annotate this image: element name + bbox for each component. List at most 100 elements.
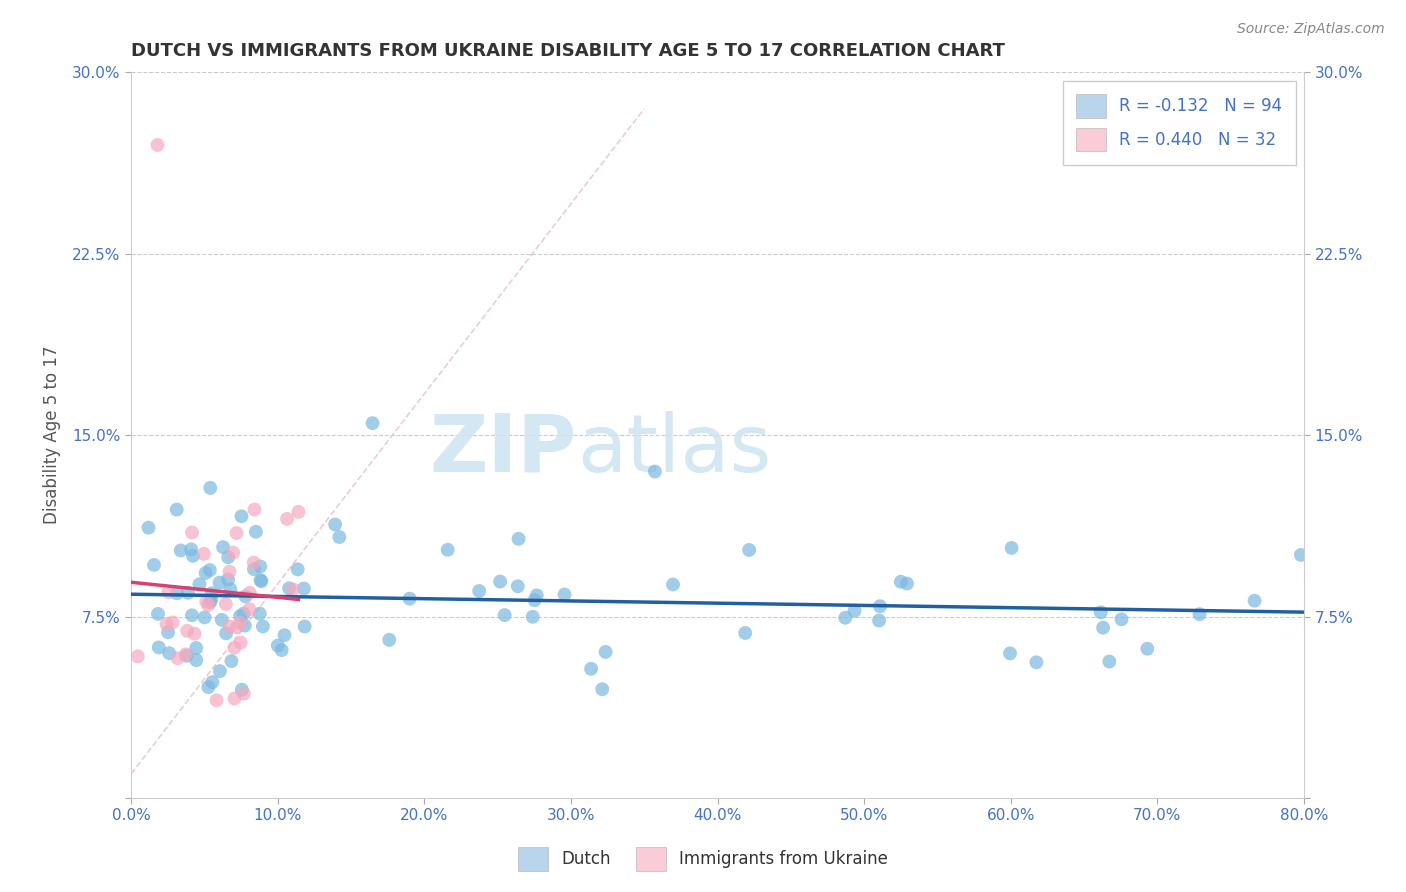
- Text: ZIP: ZIP: [430, 410, 576, 489]
- Point: [278, 582, 301, 596]
- Point: [1188, 607, 1211, 622]
- Point: [1111, 612, 1133, 626]
- Point: [225, 620, 247, 634]
- Point: [869, 599, 891, 614]
- Point: [494, 608, 516, 623]
- Point: [148, 640, 170, 655]
- Point: [250, 574, 273, 589]
- Point: [219, 582, 242, 597]
- Point: [218, 565, 240, 579]
- Point: [554, 588, 576, 602]
- Point: [127, 649, 149, 664]
- Point: [166, 651, 188, 665]
- Point: [215, 626, 238, 640]
- Point: [146, 607, 169, 621]
- Point: [186, 653, 208, 667]
- Point: [176, 624, 198, 638]
- Point: [276, 512, 298, 526]
- Point: [738, 543, 761, 558]
- Point: [138, 521, 160, 535]
- Point: [186, 640, 208, 655]
- Point: [508, 532, 530, 546]
- Point: [1243, 593, 1265, 607]
- Point: [217, 550, 239, 565]
- Point: [181, 525, 204, 540]
- Point: [157, 585, 180, 599]
- Point: [231, 509, 253, 524]
- Point: [834, 611, 856, 625]
- Point: [195, 595, 218, 609]
- Point: [235, 590, 257, 604]
- Point: [844, 604, 866, 618]
- Point: [201, 675, 224, 690]
- Point: [225, 526, 247, 541]
- Point: [224, 691, 246, 706]
- Point: [229, 635, 252, 649]
- Point: [489, 574, 512, 589]
- Point: [734, 626, 756, 640]
- Point: [233, 618, 256, 632]
- Point: [162, 615, 184, 630]
- Point: [591, 682, 613, 697]
- Point: [232, 607, 254, 621]
- Point: [200, 481, 222, 495]
- Text: Source: ZipAtlas.com: Source: ZipAtlas.com: [1237, 22, 1385, 37]
- Point: [238, 602, 260, 616]
- Point: [217, 573, 239, 587]
- Point: [896, 576, 918, 591]
- Point: [146, 138, 169, 153]
- Point: [468, 584, 491, 599]
- Legend: Dutch, Immigrants from Ukraine: Dutch, Immigrants from Ukraine: [509, 839, 897, 880]
- Point: [232, 687, 254, 701]
- Point: [166, 586, 188, 600]
- Point: [273, 628, 295, 642]
- Point: [143, 558, 166, 572]
- Point: [197, 598, 219, 612]
- Point: [523, 593, 546, 607]
- Point: [378, 632, 401, 647]
- Point: [200, 586, 222, 600]
- Point: [890, 574, 912, 589]
- Point: [522, 609, 544, 624]
- Point: [294, 619, 316, 633]
- Point: [287, 505, 309, 519]
- Point: [177, 586, 200, 600]
- Point: [194, 610, 217, 624]
- Point: [1025, 656, 1047, 670]
- Point: [292, 582, 315, 596]
- Point: [222, 546, 245, 560]
- Point: [166, 502, 188, 516]
- Point: [323, 517, 346, 532]
- Point: [1000, 541, 1022, 555]
- Point: [281, 582, 304, 597]
- Point: [174, 648, 197, 662]
- Point: [249, 607, 271, 621]
- Point: [212, 540, 235, 554]
- Point: [242, 556, 264, 570]
- Point: [180, 542, 202, 557]
- Point: [506, 579, 529, 593]
- Point: [231, 682, 253, 697]
- Point: [239, 586, 262, 600]
- Point: [1092, 621, 1115, 635]
- Point: [526, 588, 548, 602]
- Point: [662, 577, 685, 591]
- Point: [170, 543, 193, 558]
- Point: [188, 577, 211, 591]
- Point: [208, 664, 231, 678]
- Point: [595, 645, 617, 659]
- Point: [157, 646, 180, 660]
- Point: [267, 639, 290, 653]
- Point: [198, 563, 221, 577]
- Point: [221, 654, 243, 668]
- Legend: R = -0.132   N = 94, R = 0.440   N = 32: R = -0.132 N = 94, R = 0.440 N = 32: [1063, 81, 1296, 165]
- Point: [1289, 548, 1312, 562]
- Point: [205, 693, 228, 707]
- Point: [215, 597, 238, 611]
- Point: [224, 640, 246, 655]
- Point: [194, 566, 217, 580]
- Point: [361, 416, 384, 430]
- Point: [644, 465, 666, 479]
- Point: [181, 608, 204, 623]
- Point: [270, 643, 292, 657]
